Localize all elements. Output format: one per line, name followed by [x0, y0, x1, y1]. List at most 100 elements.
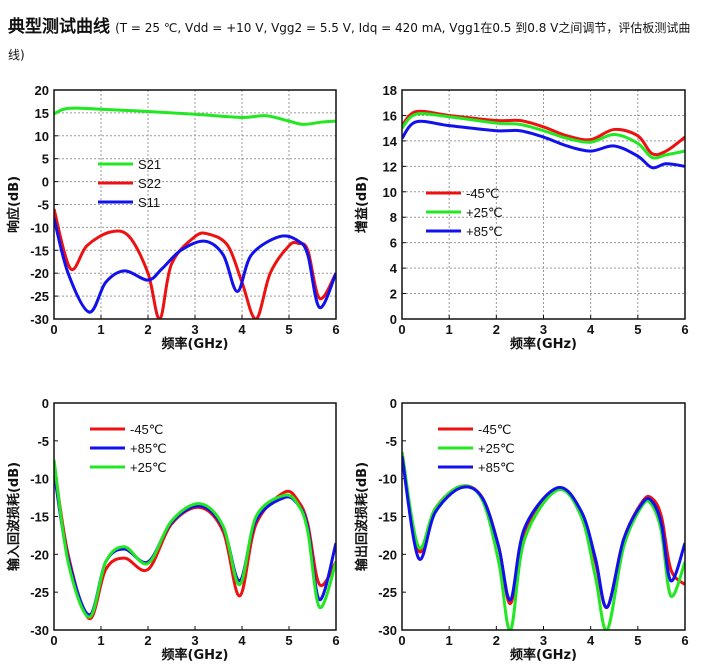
- x-tick-label: 3: [540, 633, 547, 648]
- page-subtitle: (T = 25 ℃, Vdd = +10 V, Vgg2 = 5.5 V, Id…: [8, 21, 691, 62]
- x-tick-label: 1: [446, 633, 453, 648]
- y-tick-label: 8: [390, 210, 397, 225]
- chart-4: 0 1 2 3 4 5 6 -30 -25 -20 -15 -10 -5 0 -45℃ +25℃ +85℃ 频率(…: [354, 396, 689, 663]
- x-tick-label: 6: [332, 633, 339, 648]
- chart-3: 0 1 2 3 4 5 6 -30 -25 -20 -15 -10 -5 0 -45℃ +85℃ +25℃ 频率(…: [6, 396, 340, 663]
- y-tick-label: 12: [383, 159, 397, 174]
- chart-2: 0 1 2 3 4 5 6024681012141618-45℃+25℃+85℃频率(GHz…: [354, 83, 689, 352]
- y-tick-label: -5: [37, 198, 49, 213]
- series-line-+85℃: [402, 119, 685, 170]
- x-tick-label: 2: [144, 633, 151, 648]
- x-tick-label: 4: [238, 633, 246, 648]
- y-tick-label: 0: [42, 175, 49, 190]
- y-tick-label: 18: [383, 83, 397, 98]
- series-line-S22: [54, 208, 336, 319]
- series-line-+85℃: [402, 455, 685, 609]
- x-axis-label: 频率(GHz): [510, 336, 577, 352]
- series-line-S21: [54, 106, 336, 126]
- plot-frame: [53, 89, 337, 320]
- legend-label: +85℃: [130, 441, 167, 456]
- y-tick-label: 6: [390, 236, 397, 251]
- legend-label: +25℃: [466, 205, 503, 220]
- x-tick-label: 6: [681, 322, 688, 337]
- y-tick-label: -30: [30, 312, 49, 327]
- y-tick-label: 0: [390, 312, 397, 327]
- x-tick-label: 0: [50, 322, 57, 337]
- y-tick-label: 20: [35, 83, 49, 98]
- y-tick-label: 10: [383, 185, 397, 200]
- plot-frame: [53, 402, 337, 631]
- legend-label: S22: [138, 176, 161, 191]
- x-axis-label: 频率(GHz): [510, 647, 577, 663]
- x-tick-label: 0: [398, 322, 405, 337]
- legend-label: S11: [138, 195, 160, 210]
- page-title: 典型测试曲线: [8, 17, 110, 37]
- series-line-S11: [54, 217, 336, 314]
- series-line--45℃: [402, 451, 685, 609]
- y-tick-label: -30: [378, 623, 397, 638]
- x-tick-label: 1: [446, 322, 453, 337]
- x-tick-label: 4: [587, 322, 595, 337]
- plot-frame: [401, 402, 686, 631]
- y-tick-label: -10: [378, 472, 397, 487]
- y-tick-label: 15: [35, 106, 49, 121]
- x-tick-label: 2: [144, 322, 151, 337]
- x-tick-label: 6: [332, 322, 339, 337]
- y-tick-label: 5: [42, 152, 49, 167]
- y-tick-label: -20: [378, 547, 397, 562]
- y-tick-label: -10: [30, 220, 49, 235]
- x-axis-label: 频率(GHz): [162, 336, 229, 352]
- legend-label: -45℃: [478, 422, 511, 437]
- x-tick-label: 0: [398, 633, 405, 648]
- series-line-+25℃: [54, 459, 336, 619]
- legend-label: +25℃: [478, 441, 515, 456]
- y-tick-label: 14: [383, 134, 398, 149]
- x-tick-label: 3: [191, 633, 198, 648]
- chart-1: 0 1 2 3 4 5 6 -30 -25 -20 -15 -10 -5 0 5 10 15 20 S21 S22 S1…: [6, 83, 340, 352]
- x-tick-label: 5: [634, 322, 641, 337]
- x-tick-label: 5: [634, 633, 641, 648]
- x-tick-label: 5: [285, 322, 292, 337]
- y-tick-label: -5: [37, 434, 49, 449]
- y-tick-label: -15: [30, 243, 49, 258]
- series-line-+25℃: [402, 112, 685, 160]
- y-tick-label: 0: [42, 396, 49, 411]
- y-tick-label: -15: [378, 510, 397, 525]
- legend-label: -45℃: [466, 186, 499, 201]
- x-tick-label: 1: [97, 322, 104, 337]
- y-axis-label: 增益(dB): [354, 176, 370, 233]
- x-tick-label: 1: [97, 633, 104, 648]
- y-tick-label: -20: [30, 266, 49, 281]
- x-tick-label: 3: [191, 322, 198, 337]
- y-tick-label: 0: [390, 396, 397, 411]
- y-tick-label: -20: [30, 547, 49, 562]
- y-tick-label: -15: [30, 510, 49, 525]
- legend-label: +85℃: [478, 460, 515, 475]
- y-tick-label: 16: [383, 108, 397, 123]
- legend-label: +25℃: [130, 460, 167, 475]
- legend-label: +85℃: [466, 224, 503, 239]
- x-tick-label: 5: [285, 633, 292, 648]
- y-tick-label: 10: [35, 129, 49, 144]
- x-tick-label: 0: [50, 633, 57, 648]
- y-tick-label: -5: [385, 434, 397, 449]
- y-axis-label: 响应(dB): [6, 176, 22, 233]
- header: 典型测试曲线 (T = 25 ℃, Vdd = +10 V, Vgg2 = 5.…: [8, 14, 698, 68]
- y-tick-label: -25: [378, 585, 397, 600]
- x-tick-label: 4: [238, 322, 246, 337]
- y-axis-label: 输入回波损耗(dB): [6, 462, 22, 571]
- plot-frame: [401, 89, 686, 320]
- y-tick-label: 2: [390, 287, 397, 302]
- y-tick-label: 4: [390, 261, 398, 276]
- legend-label: -45℃: [130, 422, 163, 437]
- series-line-+25℃: [402, 451, 685, 630]
- y-tick-label: -25: [30, 585, 49, 600]
- y-tick-label: -25: [30, 289, 49, 304]
- x-tick-label: 2: [493, 322, 500, 337]
- x-tick-label: 6: [681, 633, 688, 648]
- y-tick-label: -10: [30, 472, 49, 487]
- x-tick-label: 3: [540, 322, 547, 337]
- x-tick-label: 2: [493, 633, 500, 648]
- legend-label: S21: [138, 157, 161, 172]
